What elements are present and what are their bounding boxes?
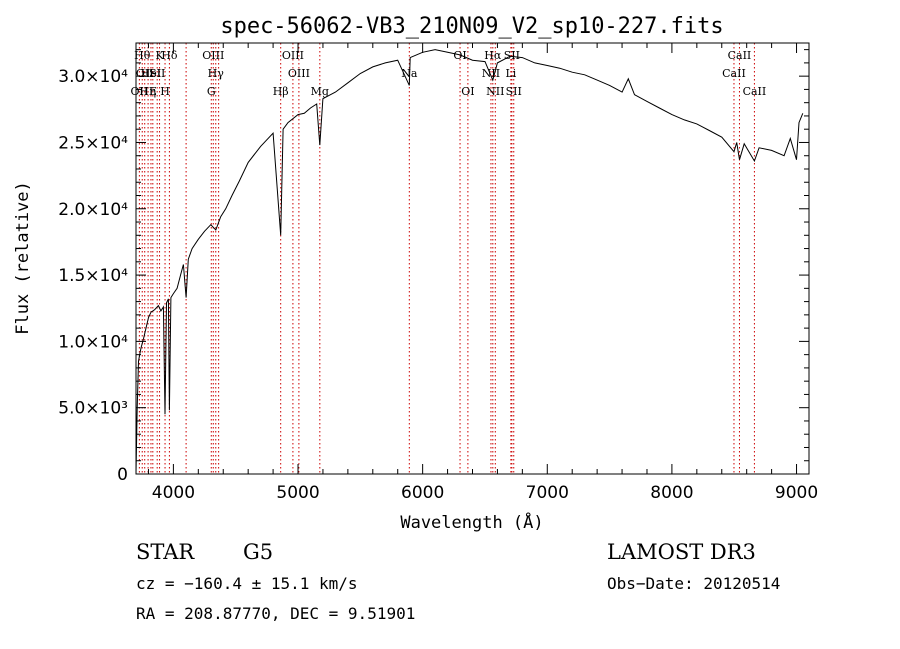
line-marker-label-12: OIII: [202, 49, 224, 62]
line-marker-label-7: K: [155, 49, 164, 62]
plot-frame: [135, 42, 810, 475]
y-tick-label-6: 3.0×10⁴: [58, 67, 128, 87]
line-marker-label-3: HE: [139, 85, 157, 98]
x-tick-label-1: 5000: [276, 483, 319, 503]
y-tick-label-4: 2.0×10⁴: [58, 200, 128, 220]
line-marker-label-4: HeI: [141, 67, 161, 80]
survey-name: LAMOST DR3: [607, 540, 756, 564]
observation-date: Obs−Date: 20120514: [607, 574, 781, 593]
y-tick-label-3: 1.5×10⁴: [58, 266, 128, 286]
line-marker-label-2: OII: [136, 67, 154, 80]
line-marker-label-0: OII: [131, 85, 149, 98]
line-marker-label-26: SII: [504, 49, 520, 62]
line-marker-label-17: OIII: [288, 67, 310, 80]
object-class: STAR: [136, 540, 195, 564]
y-tick-label-0: 0: [117, 465, 128, 485]
line-marker-label-23: Hα: [484, 49, 502, 62]
y-tick-label-1: 5.0×10³: [58, 399, 128, 419]
line-marker-label-25: Li: [505, 67, 516, 80]
line-marker-label-15: Hβ: [273, 85, 289, 98]
line-marker-label-30: CaII: [743, 85, 767, 98]
redshift-cz: cz = −160.4 ± 15.1 km/s: [136, 574, 358, 593]
spectrum-series-line: [135, 49, 804, 475]
line-marker-label-16: OIII: [282, 49, 304, 62]
line-marker-label-27: SII: [506, 85, 522, 98]
line-marker-label-18: Mg: [311, 85, 329, 98]
line-marker-label-13: Hγ: [208, 67, 225, 80]
chart-title: spec-56062-VB3_210N09_V2_sp10-227.fits: [220, 14, 723, 39]
line-marker-label-11: G: [207, 85, 216, 98]
line-marker-label-22: NII: [482, 67, 500, 80]
y-tick-label-5: 2.5×10⁴: [58, 133, 128, 153]
line-marker-label-9: Hδ: [161, 49, 178, 62]
line-marker-label-8: H: [160, 85, 170, 98]
line-marker-label-28: CaII: [722, 67, 746, 80]
axis-ticks: 4000 5000 6000 7000 8000 9000 0 5.0×10³ 1.0×10⁴ 1…: [58, 43, 818, 503]
object-subclass: G5: [243, 540, 274, 564]
sky-coordinates: RA = 208.87770, DEC = 9.51901: [136, 604, 416, 623]
line-marker-label-20: OI: [453, 49, 466, 62]
line-marker-label-6: SII: [149, 67, 165, 80]
x-tick-label-0: 4000: [152, 483, 195, 503]
line-marker-labels: OIIHθOIIHEHeIηSIIKHHδGOIIIHγHβOIIIOIIIMg…: [131, 49, 767, 98]
line-marker-label-24: NII: [486, 85, 504, 98]
x-tick-label-3: 7000: [526, 483, 569, 503]
line-marker-label-21: OI: [461, 85, 474, 98]
x-tick-label-5: 9000: [775, 483, 818, 503]
x-tick-label-2: 6000: [401, 483, 444, 503]
line-marker-label-29: CaII: [728, 49, 752, 62]
x-axis-label: Wavelength (Å): [400, 511, 543, 533]
line-marker-label-1: Hθ: [134, 49, 151, 62]
line-marker-label-5: η: [150, 85, 157, 98]
y-tick-label-2: 1.0×10⁴: [58, 332, 128, 352]
y-axis-label: Flux (relative): [13, 181, 33, 335]
line-markers: [138, 43, 755, 474]
x-tick-label-4: 8000: [650, 483, 693, 503]
